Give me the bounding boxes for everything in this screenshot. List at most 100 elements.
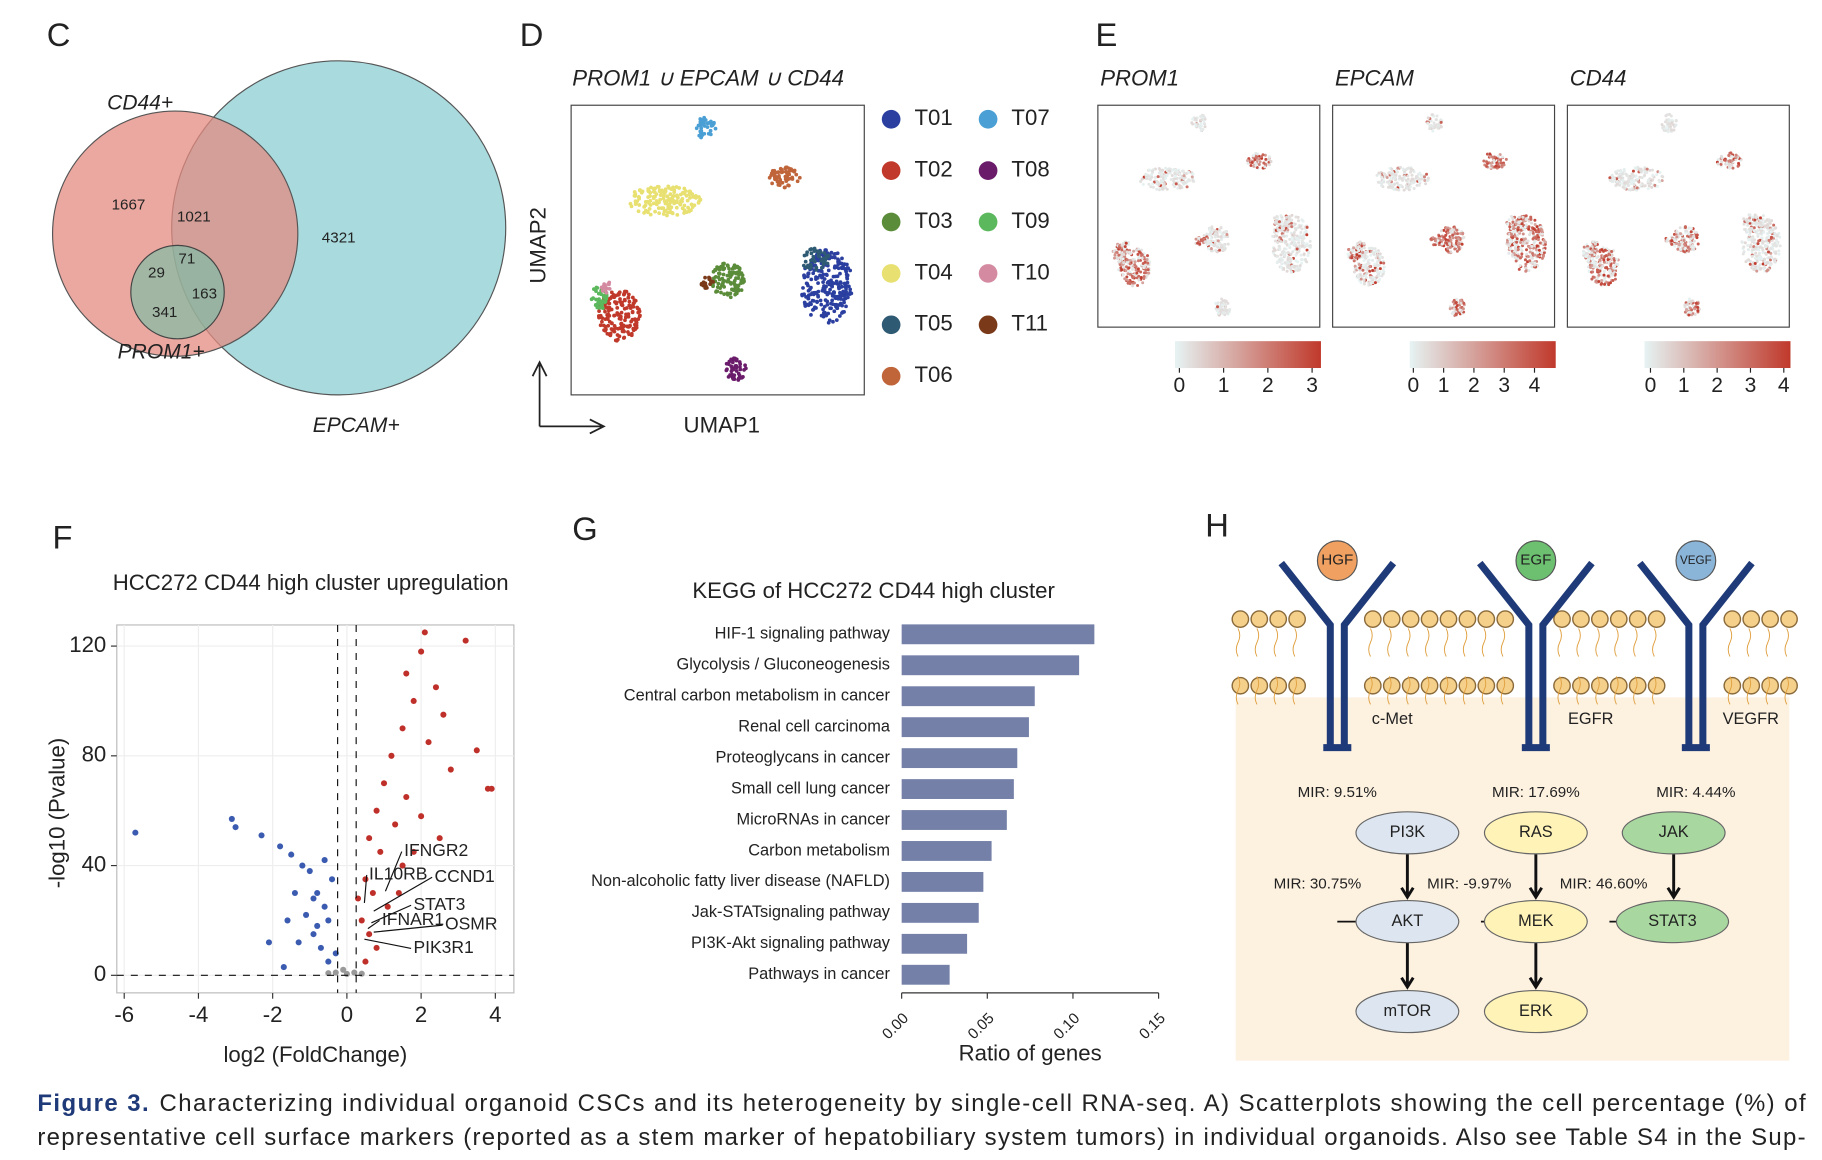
x-tick-label: 0.15 bbox=[1136, 1010, 1169, 1043]
cell-dot bbox=[1136, 284, 1139, 287]
cell-dot bbox=[1183, 172, 1186, 175]
cell-dot bbox=[1380, 274, 1383, 277]
cell-dot bbox=[845, 266, 849, 270]
cell-dot bbox=[779, 167, 783, 171]
cell-dot bbox=[1519, 256, 1522, 259]
cell-dot bbox=[1511, 220, 1514, 223]
cell-dot bbox=[1761, 248, 1764, 251]
cell-dot bbox=[1534, 236, 1537, 239]
receptor-label: c-Met bbox=[1372, 710, 1413, 728]
cell-dot bbox=[1748, 234, 1751, 237]
cell-dot bbox=[1137, 267, 1140, 270]
lipid-head bbox=[1573, 678, 1589, 694]
cell-dot bbox=[1222, 311, 1225, 314]
cell-dot bbox=[840, 262, 844, 266]
bar bbox=[902, 934, 967, 954]
cell-dot bbox=[1134, 260, 1137, 263]
cell-dot bbox=[836, 251, 840, 255]
cell-dot bbox=[1591, 254, 1594, 257]
cell-dot bbox=[1127, 266, 1130, 269]
cell-dot bbox=[1360, 278, 1363, 281]
cell-dot bbox=[1592, 241, 1595, 244]
cell-dot bbox=[815, 300, 819, 304]
receptor-label: EGFR bbox=[1568, 710, 1614, 728]
cell-dot bbox=[1602, 258, 1605, 261]
cell-dot bbox=[1588, 255, 1591, 258]
node-label: AKT bbox=[1391, 912, 1423, 930]
cell-dot bbox=[1285, 216, 1288, 219]
cell-dot bbox=[1583, 246, 1586, 249]
cell-dot bbox=[1364, 274, 1367, 277]
cell-dot bbox=[1131, 258, 1134, 261]
umap-axis-label: UMAP1 bbox=[684, 412, 760, 437]
cell-dot bbox=[804, 260, 808, 264]
cell-dot bbox=[1764, 245, 1767, 248]
cell-dot bbox=[1386, 176, 1389, 179]
cell-dot bbox=[1372, 247, 1375, 250]
cell-dot bbox=[1461, 232, 1464, 235]
cell-dot bbox=[627, 325, 631, 329]
cell-dot bbox=[1210, 247, 1213, 250]
cell-dot bbox=[1250, 164, 1253, 167]
cell-dot bbox=[1186, 185, 1189, 188]
cell-dot bbox=[1692, 248, 1695, 251]
cell-dot bbox=[734, 364, 738, 368]
cell-dot bbox=[836, 260, 840, 264]
cell-dot bbox=[1453, 247, 1456, 250]
cell-dot bbox=[1533, 219, 1536, 222]
cell-dot bbox=[1437, 237, 1440, 240]
cell-dot bbox=[1222, 243, 1225, 246]
lipid-tail bbox=[1236, 628, 1240, 656]
cell-dot bbox=[1614, 171, 1617, 174]
point bbox=[362, 959, 368, 965]
legend-label: T09 bbox=[1011, 208, 1049, 233]
cell-dot bbox=[1137, 275, 1140, 278]
lipid-tail bbox=[1728, 628, 1732, 656]
cell-dot bbox=[1415, 175, 1418, 178]
cell-dot bbox=[1769, 263, 1772, 266]
category-label: Renal cell carcinoma bbox=[738, 717, 891, 735]
cell-dot bbox=[792, 170, 796, 174]
cell-dot bbox=[822, 289, 826, 293]
cell-dot bbox=[1517, 248, 1520, 251]
cell-dot bbox=[1406, 187, 1409, 190]
cell-dot bbox=[630, 332, 634, 336]
cell-dot bbox=[1727, 154, 1730, 157]
cell-dot bbox=[1742, 223, 1745, 226]
cell-dot bbox=[1399, 166, 1402, 169]
cell-dot bbox=[1428, 127, 1431, 130]
point bbox=[463, 638, 469, 644]
cell-dot bbox=[1113, 250, 1116, 253]
cell-dot bbox=[1366, 250, 1369, 253]
lipid-tail bbox=[1255, 628, 1259, 656]
cell-dot bbox=[1759, 222, 1762, 225]
cell-dot bbox=[835, 318, 839, 322]
cell-dot bbox=[597, 306, 601, 310]
cell-dot bbox=[1369, 254, 1372, 257]
cell-dot bbox=[1497, 155, 1500, 158]
cell-dot bbox=[1452, 228, 1455, 231]
cell-dot bbox=[1442, 229, 1445, 232]
point bbox=[310, 931, 316, 937]
cell-dot bbox=[1669, 125, 1672, 128]
point bbox=[229, 816, 235, 822]
cell-dot bbox=[1597, 269, 1600, 272]
lipid-head bbox=[1762, 611, 1778, 627]
cell-dot bbox=[816, 294, 820, 298]
point bbox=[314, 923, 320, 929]
cell-dot bbox=[1121, 253, 1124, 256]
cell-dot bbox=[1591, 270, 1594, 273]
cell-dot bbox=[1387, 186, 1390, 189]
cell-dot bbox=[1623, 182, 1626, 185]
cell-dot bbox=[1175, 170, 1178, 173]
cell-dot bbox=[1615, 258, 1618, 261]
cell-dot bbox=[1543, 251, 1546, 254]
x-tick-label: 2 bbox=[415, 1002, 427, 1027]
cell-dot bbox=[1612, 272, 1615, 275]
cell-dot bbox=[646, 210, 650, 214]
cell-dot bbox=[1457, 241, 1460, 244]
cell-dot bbox=[719, 291, 723, 295]
cell-dot bbox=[1527, 269, 1530, 272]
cell-dot bbox=[1148, 169, 1151, 172]
cell-dot bbox=[1777, 249, 1780, 252]
